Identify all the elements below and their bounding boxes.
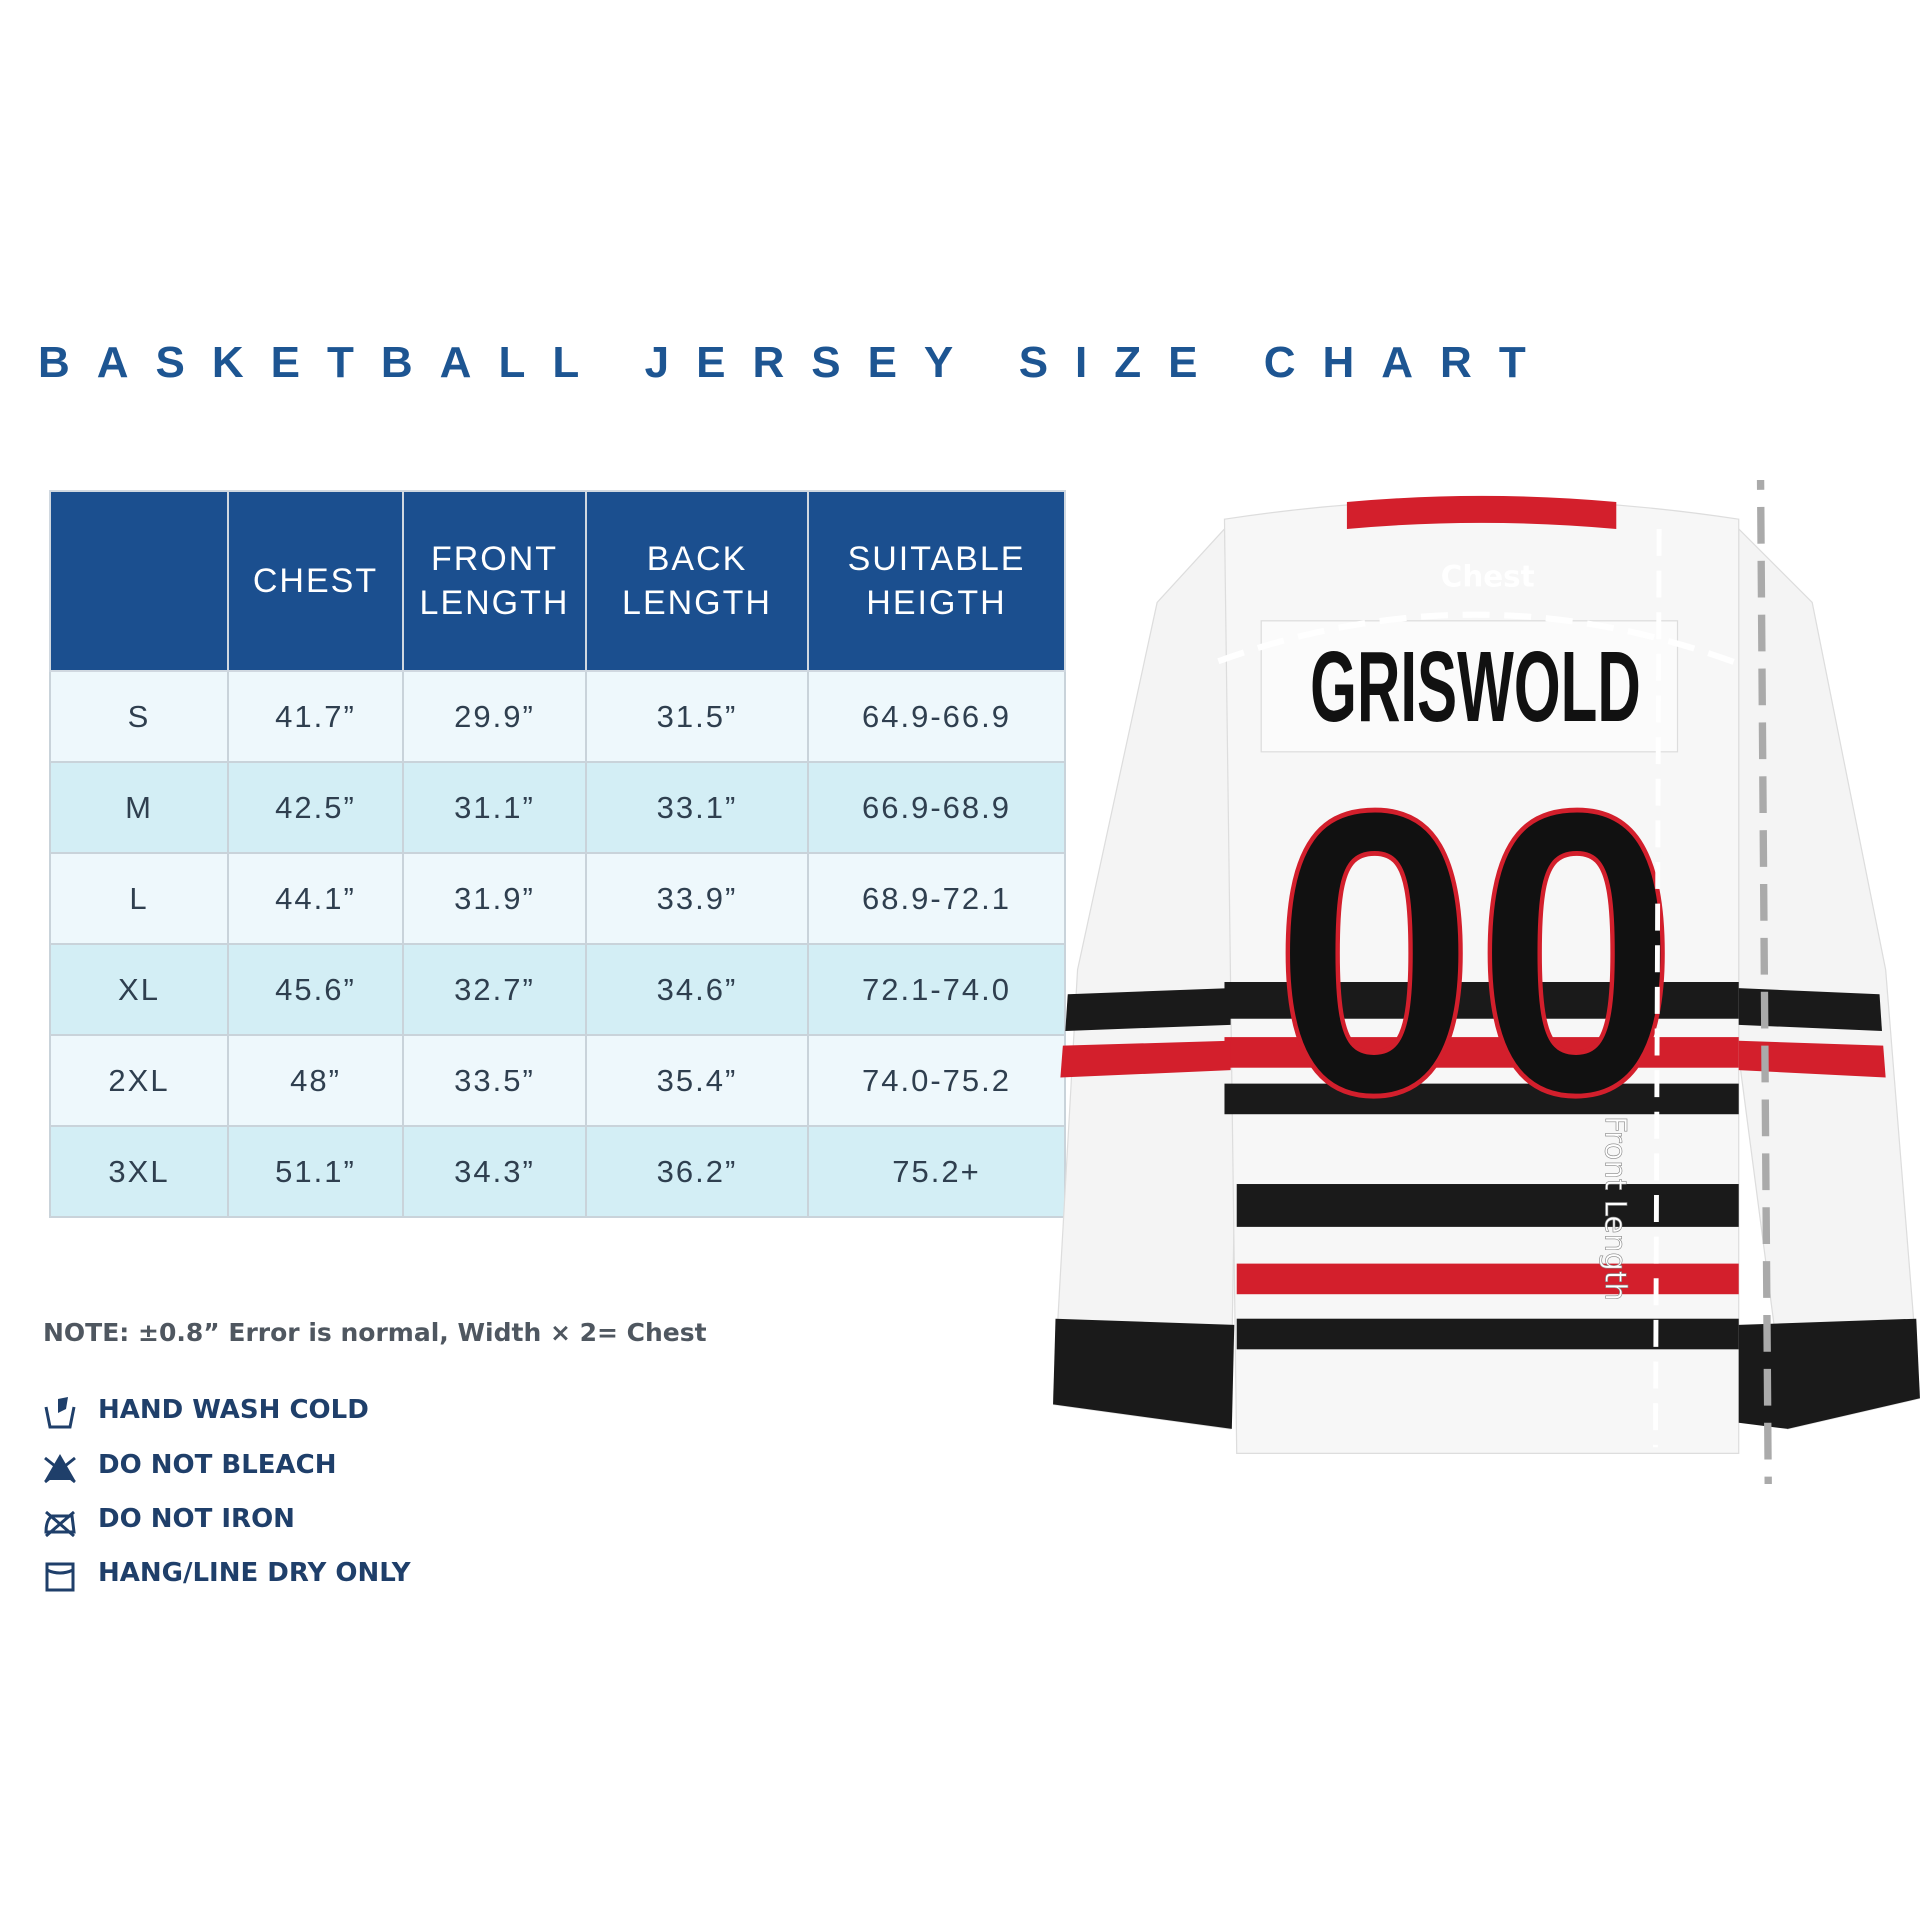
care-instruction: HANG/LINE DRY ONLY (98, 1558, 411, 1588)
jersey-name: GRISWOLD (1310, 631, 1641, 743)
table-row: XL 45.6” 32.7” 34.6” 72.1-74.0 (49, 943, 1066, 1036)
cell: 68.9-72.1 (807, 852, 1066, 945)
size-cell: 3XL (49, 1125, 229, 1218)
header-cell (49, 490, 229, 672)
jersey-number: 00 (1273, 726, 1677, 1178)
size-cell: 2XL (49, 1034, 229, 1127)
size-table: CHEST FRONT LENGTH BACK LENGTH SUITABLE HEI… (49, 490, 1066, 1218)
cell: 72.1-74.0 (807, 943, 1066, 1036)
size-cell: L (49, 852, 229, 945)
header-cell: SUITABLE HEIGTH (807, 490, 1066, 672)
no-bleach-icon (44, 1454, 76, 1484)
header-row: CHEST FRONT LENGTH BACK LENGTH SUITABLE HEI… (49, 490, 1066, 672)
table-row: M 42.5” 31.1” 33.1” 66.9-68.9 (49, 761, 1066, 854)
size-cell: S (49, 670, 229, 763)
table-row: L 44.1” 31.9” 33.9” 68.9-72.1 (49, 852, 1066, 945)
size-cell: M (49, 761, 229, 854)
cell: 31.9” (402, 852, 587, 945)
cell: 34.6” (585, 943, 809, 1036)
cell: 41.7” (227, 670, 404, 763)
no-iron-icon (44, 1510, 76, 1538)
table-row: S 41.7” 29.9” 31.5” 64.9-66.9 (49, 670, 1066, 763)
table-body: S 41.7” 29.9” 31.5” 64.9-66.9 M 42.5” 31.1” 33.1… (49, 670, 1066, 1218)
cell: 44.1” (227, 852, 404, 945)
jersey-illustration: GRISWOLD 00 Chest Front Length (1053, 480, 1920, 1484)
note: NOTE: ±0.8” Error is normal, Width × 2= … (43, 1318, 707, 1347)
header-cell: FRONT LENGTH (402, 490, 587, 672)
chest-label: Chest (1441, 559, 1535, 593)
cell: 45.6” (227, 943, 404, 1036)
cell: 34.3” (402, 1125, 587, 1218)
cell: 75.2+ (807, 1125, 1066, 1218)
size-cell: XL (49, 943, 229, 1036)
cell: 33.9” (585, 852, 809, 945)
front-length-label: Front Length (1598, 1116, 1632, 1301)
cell: 33.5” (402, 1034, 587, 1127)
line-dry-icon (45, 1562, 75, 1592)
cell: 48” (227, 1034, 404, 1127)
hand-wash-icon (44, 1397, 76, 1429)
cell: 31.5” (585, 670, 809, 763)
care-instruction: DO NOT BLEACH (98, 1450, 337, 1480)
table-row: 2XL 48” 33.5” 35.4” 74.0-75.2 (49, 1034, 1066, 1127)
cell: 33.1” (585, 761, 809, 854)
title: BASKETBALL JERSEY SIZE CHART (38, 338, 1553, 387)
cell: 64.9-66.9 (807, 670, 1066, 763)
table-row: 3XL 51.1” 34.3” 36.2” 75.2+ (49, 1125, 1066, 1218)
cell: 31.1” (402, 761, 587, 854)
cell: 42.5” (227, 761, 404, 854)
cell: 36.2” (585, 1125, 809, 1218)
care-instruction: DO NOT IRON (98, 1504, 295, 1534)
cell: 74.0-75.2 (807, 1034, 1066, 1127)
header-cell: CHEST (227, 490, 404, 672)
cell: 29.9” (402, 670, 587, 763)
table-head: CHEST FRONT LENGTH BACK LENGTH SUITABLE HEI… (49, 490, 1066, 672)
cell: 32.7” (402, 943, 587, 1036)
cell: 51.1” (227, 1125, 404, 1218)
header-cell: BACK LENGTH (585, 490, 809, 672)
cell: 35.4” (585, 1034, 809, 1127)
cell: 66.9-68.9 (807, 761, 1066, 854)
care-instruction: HAND WASH COLD (98, 1395, 369, 1425)
